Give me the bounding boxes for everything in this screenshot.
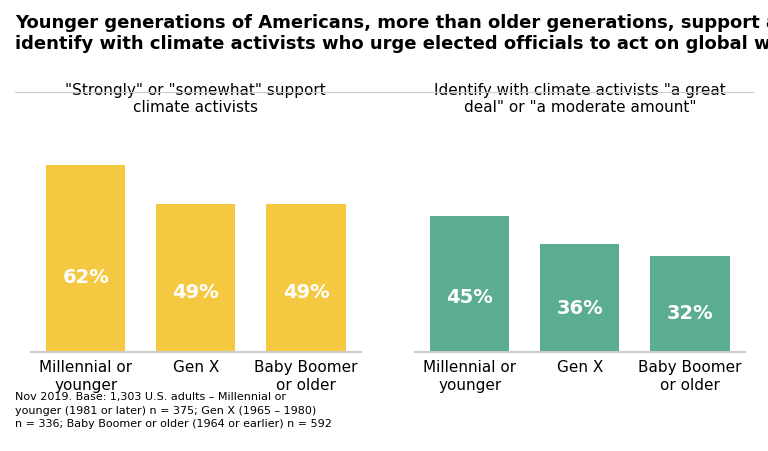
Text: Younger generations of Americans, more than older generations, support and
ident: Younger generations of Americans, more t… (15, 14, 768, 53)
Text: Nov 2019. Base: 1,303 U.S. adults – Millennial or
younger (1981 or later) n = 37: Nov 2019. Base: 1,303 U.S. adults – Mill… (15, 392, 333, 429)
Bar (266, 204, 346, 352)
Title: Identify with climate activists "a great
deal" or "a moderate amount": Identify with climate activists "a great… (434, 83, 726, 115)
Text: 36%: 36% (557, 299, 603, 318)
Bar (156, 204, 236, 352)
Text: 49%: 49% (283, 283, 329, 302)
Bar (540, 244, 620, 352)
Text: 45%: 45% (446, 288, 493, 307)
Text: 62%: 62% (62, 268, 109, 287)
Bar (46, 166, 125, 352)
Text: 32%: 32% (667, 304, 713, 323)
Text: 49%: 49% (173, 283, 219, 302)
Title: "Strongly" or "somewhat" support
climate activists: "Strongly" or "somewhat" support climate… (65, 83, 326, 115)
Bar (430, 216, 509, 352)
Bar (650, 256, 730, 352)
